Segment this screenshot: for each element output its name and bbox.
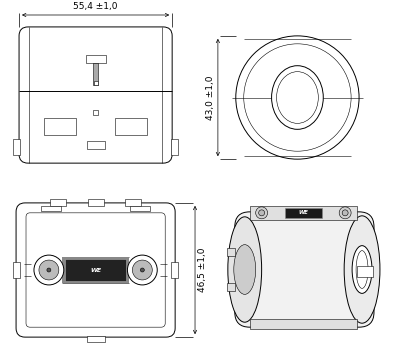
Ellipse shape [344, 216, 380, 323]
Bar [65, 259, 126, 281]
FancyBboxPatch shape [26, 213, 165, 327]
Bar [13, 262, 20, 278]
Bar [87, 336, 105, 342]
Ellipse shape [277, 72, 318, 124]
Ellipse shape [272, 66, 323, 129]
Text: WE: WE [90, 267, 101, 272]
Bar [227, 283, 235, 291]
Ellipse shape [352, 246, 372, 293]
Bar [94, 81, 98, 85]
Bar [227, 248, 235, 256]
Circle shape [140, 268, 144, 272]
Bar [250, 206, 357, 220]
Circle shape [339, 207, 351, 219]
Bar [171, 262, 178, 278]
Circle shape [236, 36, 359, 159]
Ellipse shape [356, 251, 368, 288]
Circle shape [127, 255, 157, 285]
Text: 43,0 ±1,0: 43,0 ±1,0 [206, 75, 215, 120]
Circle shape [259, 210, 265, 216]
Bar [93, 110, 98, 115]
FancyBboxPatch shape [16, 203, 175, 337]
Ellipse shape [234, 245, 256, 295]
Circle shape [256, 207, 268, 219]
Bar [171, 139, 178, 155]
Bar [88, 199, 104, 206]
Bar [41, 206, 61, 211]
Circle shape [34, 255, 64, 285]
Bar [86, 55, 106, 63]
Bar [130, 206, 150, 211]
Bar [13, 139, 20, 155]
Bar [125, 199, 141, 206]
Circle shape [39, 260, 59, 280]
FancyBboxPatch shape [235, 212, 374, 327]
Bar [250, 319, 357, 329]
Circle shape [244, 44, 351, 151]
Ellipse shape [228, 217, 262, 322]
Bar [93, 63, 98, 85]
Circle shape [47, 268, 51, 272]
Bar [284, 208, 322, 218]
Bar [44, 119, 76, 135]
Text: WE: WE [298, 210, 308, 215]
Bar [115, 119, 147, 135]
Bar [62, 257, 129, 283]
Bar [87, 141, 105, 149]
Bar [50, 199, 66, 206]
Circle shape [132, 260, 152, 280]
Text: 46,5 ±1,0: 46,5 ±1,0 [198, 248, 207, 292]
FancyBboxPatch shape [19, 27, 172, 163]
Text: 55,4 ±1,0: 55,4 ±1,0 [73, 2, 118, 11]
Circle shape [342, 210, 348, 216]
Bar [357, 266, 373, 277]
